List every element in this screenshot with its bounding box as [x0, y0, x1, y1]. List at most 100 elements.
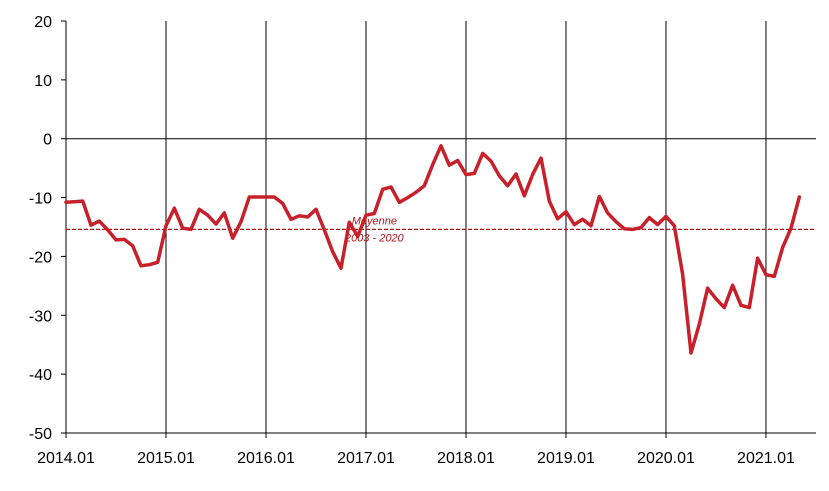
data-point	[614, 220, 618, 224]
data-point	[714, 297, 718, 301]
data-point	[481, 152, 485, 155]
data-point	[331, 250, 335, 254]
data-point	[147, 263, 151, 267]
data-point	[381, 187, 385, 191]
series-line	[64, 144, 802, 355]
data-point	[572, 223, 576, 227]
y-tick-label: -40	[29, 367, 52, 384]
data-point	[131, 244, 135, 248]
data-point	[122, 237, 126, 241]
data-point	[639, 226, 643, 229]
data-point	[797, 195, 801, 199]
data-point	[522, 194, 526, 198]
data-point	[372, 212, 376, 215]
data-point	[581, 217, 585, 221]
data-point	[72, 200, 76, 204]
data-point	[239, 220, 243, 224]
data-point	[597, 194, 601, 198]
data-point	[556, 217, 560, 221]
data-point	[231, 236, 235, 240]
data-point	[564, 210, 568, 214]
data-point	[139, 264, 143, 268]
data-point	[497, 174, 501, 178]
y-tick-label: 10	[34, 73, 52, 90]
data-point	[289, 217, 293, 221]
data-point	[164, 224, 168, 228]
data-point	[464, 173, 468, 177]
data-point	[589, 224, 593, 228]
data-point	[439, 144, 443, 148]
series-group	[64, 144, 802, 355]
data-point	[214, 222, 218, 226]
x-tick-label: 2018.01	[437, 450, 495, 467]
data-point	[672, 224, 676, 228]
data-point	[647, 216, 651, 219]
grid-lines	[165, 21, 767, 433]
data-point	[347, 220, 351, 224]
data-point	[539, 156, 543, 160]
data-point	[314, 207, 318, 211]
data-point	[172, 206, 176, 210]
data-point	[472, 172, 476, 175]
data-point	[389, 185, 393, 189]
data-point	[731, 283, 735, 287]
data-point	[297, 214, 301, 218]
y-tick-label: -50	[29, 426, 52, 443]
data-point	[781, 246, 785, 250]
data-point	[397, 200, 401, 204]
y-tick-label: -20	[29, 249, 52, 266]
data-point	[656, 223, 660, 227]
x-tick-label: 2014.01	[37, 450, 95, 467]
data-point	[247, 195, 251, 199]
data-point	[181, 226, 185, 230]
data-point	[456, 159, 460, 162]
data-point	[256, 195, 260, 199]
data-point	[64, 200, 68, 204]
y-tick-label: -10	[29, 191, 52, 208]
data-point	[764, 273, 768, 277]
data-point	[339, 266, 343, 270]
data-point	[222, 211, 226, 215]
data-point	[747, 306, 751, 310]
data-point	[422, 184, 426, 188]
data-point	[206, 213, 210, 217]
x-tick-label: 2021.01	[737, 450, 795, 467]
data-point	[756, 256, 760, 260]
y-tick-label: 20	[34, 14, 52, 31]
x-tick-label: 2019.01	[537, 450, 595, 467]
data-point	[631, 227, 635, 231]
data-point	[697, 322, 701, 326]
data-point	[89, 223, 93, 227]
data-point	[264, 195, 268, 199]
data-point	[622, 227, 626, 231]
data-point	[189, 227, 193, 231]
data-point	[506, 184, 510, 188]
data-point	[706, 286, 710, 290]
x-tick-label: 2015.01	[137, 450, 195, 467]
data-point	[97, 219, 101, 223]
average-label-line1: Moyenne	[352, 215, 397, 227]
data-point	[772, 275, 776, 278]
data-point	[272, 195, 276, 199]
x-tick-label: 2017.01	[337, 450, 395, 467]
data-point	[364, 213, 368, 217]
data-point	[106, 228, 110, 232]
data-point	[447, 163, 451, 167]
y-tick-labels: 20 10 0 -10 -20 -30 -40 -50	[29, 14, 52, 443]
data-point	[722, 306, 726, 310]
average-label-line2: 2003 - 2020	[344, 232, 405, 244]
x-tick-label: 2020.01	[637, 450, 695, 467]
data-point	[197, 207, 201, 211]
data-point	[789, 226, 793, 230]
data-point	[406, 196, 410, 199]
axes	[61, 20, 816, 438]
x-tick-labels: 2014.01 2015.01 2016.01 2017.01 2018.01 2019.…	[37, 450, 795, 467]
y-tick-label: -30	[29, 308, 52, 325]
y-tick-label: 0	[43, 132, 52, 149]
data-point	[689, 351, 693, 355]
data-point	[356, 235, 360, 238]
data-point	[514, 172, 518, 176]
data-point	[606, 211, 610, 215]
data-point	[306, 215, 310, 219]
